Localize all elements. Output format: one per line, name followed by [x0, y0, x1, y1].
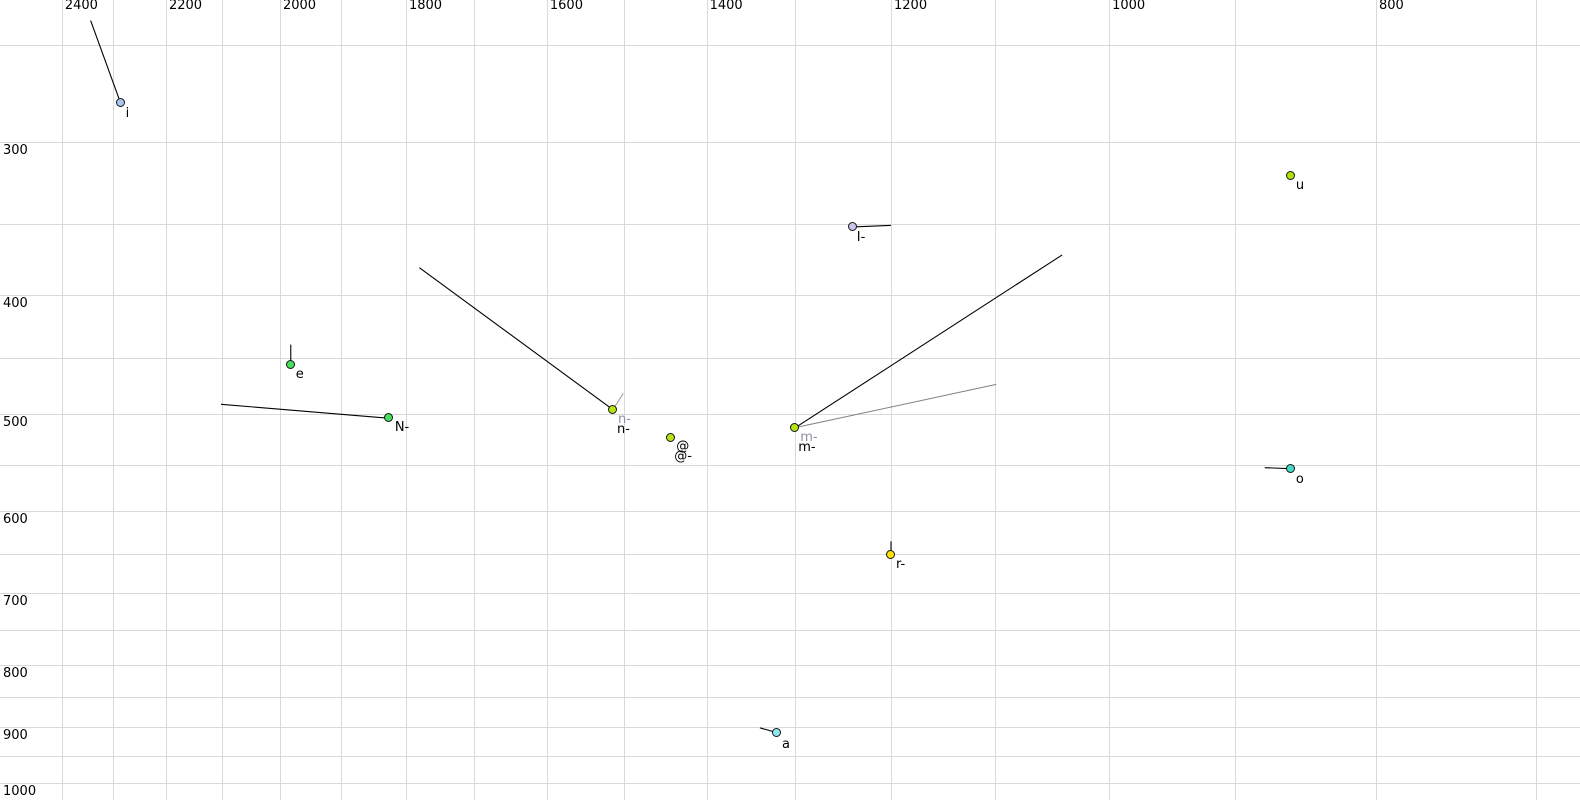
vowel-point-u[interactable] — [1285, 171, 1295, 181]
y-gridline — [0, 358, 1580, 359]
vowel-label-o: o — [1295, 471, 1304, 487]
y-gridline — [0, 45, 1580, 46]
x-axis-tick-label: 2400 — [64, 0, 98, 13]
x-axis-tick-label: 2000 — [282, 0, 317, 13]
y-axis-tick-label: 400 — [3, 296, 28, 312]
y-gridline — [0, 465, 1580, 466]
vowel-label-u: u — [1295, 178, 1305, 194]
y-gridline — [0, 630, 1580, 631]
vowel-label-m-: m- — [800, 429, 818, 445]
x-gridline — [995, 0, 996, 800]
x-axis-tick-label: 1800 — [408, 0, 443, 13]
x-gridline — [547, 0, 548, 800]
vowel-point-m-[interactable] — [790, 422, 800, 432]
vowel-point-i[interactable] — [115, 98, 125, 107]
y-gridline — [0, 756, 1580, 757]
x-gridline — [1376, 0, 1377, 800]
vowel-point-e[interactable] — [285, 359, 295, 369]
vowel-label-i: i — [125, 106, 130, 121]
vowel-point-@-[interactable] — [666, 432, 676, 442]
y-axis-tick-label: 600 — [3, 512, 28, 528]
x-gridline — [707, 0, 708, 800]
y-gridline — [0, 554, 1580, 555]
x-axis-tick-label: 1400 — [709, 0, 743, 13]
y-gridline — [0, 511, 1580, 512]
x-axis-tick-label: 2200 — [168, 0, 203, 13]
x-axis-tick-label: 1200 — [894, 0, 928, 13]
y-axis-tick-label: 500 — [3, 414, 28, 430]
trajectory-line-m- — [795, 383, 997, 429]
vowel-label-I-: I- — [856, 229, 866, 245]
y-gridline — [0, 665, 1580, 666]
y-axis-tick-label: 1000 — [3, 784, 37, 800]
x-axis-tick-label: 1600 — [549, 0, 583, 13]
y-gridline — [0, 414, 1580, 415]
vowel-label-a: a — [781, 736, 790, 752]
y-gridline — [0, 727, 1580, 728]
x-gridline — [1536, 0, 1537, 800]
trajectory-line-n- — [419, 267, 614, 411]
vowel-label-m--1: m- — [798, 439, 816, 455]
vowel-point-I-[interactable] — [847, 221, 857, 231]
trajectory-line-N- — [220, 403, 389, 419]
y-gridline — [0, 783, 1580, 784]
y-gridline — [0, 697, 1580, 698]
y-axis-tick-label: 700 — [3, 594, 28, 610]
x-axis-tick-label: 800 — [1379, 0, 1404, 13]
vowel-point-N-[interactable] — [383, 413, 393, 423]
x-axis-tick-label: 1000 — [1112, 0, 1146, 13]
y-axis-tick-label: 800 — [3, 665, 28, 681]
vowel-point-a[interactable] — [771, 727, 781, 737]
vowel-label-n-: n- — [617, 411, 631, 427]
vowel-label-N-: N- — [394, 420, 410, 436]
y-gridline — [0, 593, 1580, 594]
vowel-label-@--1: @- — [674, 448, 692, 464]
x-gridline — [280, 0, 281, 800]
x-gridline — [62, 0, 63, 800]
y-axis-tick-label: 900 — [3, 728, 28, 744]
trajectory-line-I- — [852, 224, 892, 228]
trajectory-line-m- — [794, 254, 1063, 429]
vowel-label-e: e — [295, 366, 304, 382]
trajectory-line-i — [90, 20, 122, 104]
x-gridline — [1235, 0, 1236, 800]
y-axis-tick-label: 300 — [3, 142, 28, 158]
x-gridline — [474, 0, 475, 800]
x-gridline — [624, 0, 625, 800]
vowel-label-n--1: n- — [616, 421, 630, 437]
x-gridline — [222, 0, 223, 800]
x-gridline — [406, 0, 407, 800]
x-gridline — [795, 0, 796, 800]
x-gridline — [113, 0, 114, 800]
x-gridline — [341, 0, 342, 800]
vowel-point-o[interactable] — [1285, 463, 1295, 473]
y-gridline — [0, 224, 1580, 225]
vowel-point-n-[interactable] — [607, 404, 617, 414]
y-gridline — [0, 142, 1580, 143]
y-gridline — [0, 295, 1580, 296]
x-gridline — [1109, 0, 1110, 800]
x-gridline — [166, 0, 167, 800]
vowel-label-r-: r- — [896, 557, 906, 573]
x-gridline — [891, 0, 892, 800]
vowel-point-r-[interactable] — [886, 550, 895, 560]
vowel-label-@-: @ — [676, 438, 690, 454]
